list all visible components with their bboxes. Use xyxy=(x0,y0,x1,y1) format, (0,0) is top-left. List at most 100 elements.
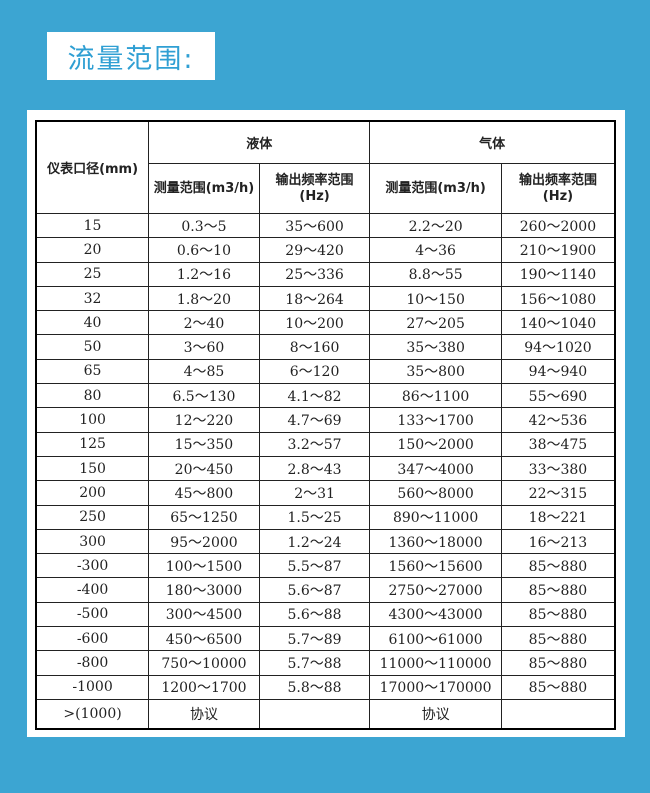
cell-diameter: 100 xyxy=(35,407,150,433)
cell-liquid-range: 协议 xyxy=(148,698,260,730)
table-row: 65 4～85 6～120 35～800 94～940 xyxy=(35,358,616,385)
cell-liquid-range: 450～6500 xyxy=(148,626,260,652)
cell-liquid-frequency: 5.6～87 xyxy=(258,577,371,603)
cell-liquid-range: 15～350 xyxy=(148,431,260,457)
cell-liquid-frequency: 1.2～24 xyxy=(258,528,371,555)
cell-liquid-frequency: 2.8～43 xyxy=(258,455,371,482)
cell-gas-frequency: 85～880 xyxy=(500,650,616,676)
header-liquid: 液体 xyxy=(148,120,371,164)
cell-liquid-frequency: 2～31 xyxy=(258,480,371,506)
cell-gas-range: 86～1100 xyxy=(369,383,502,409)
header-text: 输出频率范围 xyxy=(518,172,597,188)
cell-liquid-frequency: 5.7～89 xyxy=(258,626,371,652)
table-row: 40 2～40 10～200 27～205 140～1040 xyxy=(35,310,616,336)
cell-gas-range: 150～2000 xyxy=(369,431,502,457)
cell-liquid-range: 4～85 xyxy=(148,358,260,385)
header-liquid-output-frequency: 输出频率范围 (Hz) xyxy=(258,163,371,214)
cell-diameter: 200 xyxy=(35,480,150,506)
cell-liquid-range: 100～1500 xyxy=(148,553,260,579)
cell-liquid-range: 1.2～16 xyxy=(148,261,260,287)
cell-gas-frequency xyxy=(500,698,616,730)
cell-liquid-range: 45～800 xyxy=(148,480,260,506)
cell-liquid-frequency: 4.7～69 xyxy=(258,407,371,433)
cell-gas-range: 133～1700 xyxy=(369,407,502,433)
cell-diameter: -500 xyxy=(35,601,150,628)
cell-liquid-frequency: 18～264 xyxy=(258,285,371,312)
cell-gas-frequency: 85～880 xyxy=(500,626,616,652)
table-row: 150 20～450 2.8～43 347～4000 33～380 xyxy=(35,455,616,482)
cell-liquid-frequency: 25～336 xyxy=(258,261,371,287)
cell-gas-range: 11000～110000 xyxy=(369,650,502,676)
table-row: >(1000) 协议 协议 xyxy=(35,698,616,730)
table-row: 50 3～60 8～160 35～380 94～1020 xyxy=(35,334,616,360)
cell-gas-range: 347～4000 xyxy=(369,455,502,482)
table-row: 20 0.6～10 29～420 4～36 210～1900 xyxy=(35,237,616,263)
flow-range-table: 仪表口径(mm) 液体 气体 测量范围(m3/h) 输出频率范围 (Hz) 测量范… xyxy=(35,120,616,730)
cell-liquid-frequency: 5.8～88 xyxy=(258,674,371,700)
cell-diameter: 40 xyxy=(35,310,150,336)
cell-gas-frequency: 260～2000 xyxy=(500,212,616,239)
cell-liquid-range: 12～220 xyxy=(148,407,260,433)
cell-diameter: 50 xyxy=(35,334,150,360)
cell-gas-frequency: 85～880 xyxy=(500,674,616,700)
cell-diameter: -400 xyxy=(35,577,150,603)
cell-gas-range: 8.8～55 xyxy=(369,261,502,287)
cell-liquid-frequency: 3.2～57 xyxy=(258,431,371,457)
title-box: 流量范围: xyxy=(47,32,215,80)
header-unit: (Hz) xyxy=(542,188,574,204)
table-row: -300 100～1500 5.5～87 1560～15600 85～880 xyxy=(35,553,616,579)
table-row: 100 12～220 4.7～69 133～1700 42～536 xyxy=(35,407,616,433)
cell-gas-frequency: 94～940 xyxy=(500,358,616,385)
cell-liquid-range: 0.6～10 xyxy=(148,237,260,263)
cell-diameter: 80 xyxy=(35,383,150,409)
page-title: 流量范围: xyxy=(67,43,195,75)
cell-liquid-frequency: 6～120 xyxy=(258,358,371,385)
header-gas-output-frequency: 输出频率范围 (Hz) xyxy=(500,163,616,214)
cell-diameter: 65 xyxy=(35,358,150,385)
cell-liquid-frequency: 4.1～82 xyxy=(258,383,371,409)
cell-gas-range: 27～205 xyxy=(369,310,502,336)
cell-gas-range: 890～11000 xyxy=(369,504,502,530)
cell-gas-frequency: 85～880 xyxy=(500,601,616,628)
cell-liquid-frequency: 35～600 xyxy=(258,212,371,239)
cell-gas-range: 35～800 xyxy=(369,358,502,385)
table-row: -500 300～4500 5.6～88 4300～43000 85～880 xyxy=(35,601,616,628)
cell-gas-range: 35～380 xyxy=(369,334,502,360)
cell-liquid-range: 180～3000 xyxy=(148,577,260,603)
cell-liquid-range: 1.8～20 xyxy=(148,285,260,312)
cell-diameter: 150 xyxy=(35,455,150,482)
cell-liquid-frequency: 1.5～25 xyxy=(258,504,371,530)
cell-diameter: 32 xyxy=(35,285,150,312)
cell-diameter: -1000 xyxy=(35,674,150,700)
table-row: -600 450～6500 5.7～89 6100～61000 85～880 xyxy=(35,626,616,652)
cell-gas-range: 10～150 xyxy=(369,285,502,312)
cell-gas-range: 2.2～20 xyxy=(369,212,502,239)
cell-diameter: 25 xyxy=(35,261,150,287)
cell-gas-range: 协议 xyxy=(369,698,502,730)
cell-gas-frequency: 22～315 xyxy=(500,480,616,506)
table-row: 15 0.3～5 35～600 2.2～20 260～2000 xyxy=(35,212,616,239)
cell-liquid-range: 3～60 xyxy=(148,334,260,360)
table-row: 25 1.2～16 25～336 8.8～55 190～1140 xyxy=(35,261,616,287)
table-row: 250 65～1250 1.5～25 890～11000 18～221 xyxy=(35,504,616,530)
cell-diameter: -300 xyxy=(35,553,150,579)
cell-gas-frequency: 156～1080 xyxy=(500,285,616,312)
cell-diameter: -600 xyxy=(35,626,150,652)
cell-gas-frequency: 38～475 xyxy=(500,431,616,457)
cell-liquid-range: 20～450 xyxy=(148,455,260,482)
table-row: 80 6.5～130 4.1～82 86～1100 55～690 xyxy=(35,383,616,409)
cell-liquid-range: 1200～1700 xyxy=(148,674,260,700)
cell-gas-frequency: 210～1900 xyxy=(500,237,616,263)
cell-liquid-frequency: 29～420 xyxy=(258,237,371,263)
cell-gas-frequency: 85～880 xyxy=(500,577,616,603)
cell-liquid-range: 95～2000 xyxy=(148,528,260,555)
cell-gas-frequency: 190～1140 xyxy=(500,261,616,287)
cell-liquid-frequency: 10～200 xyxy=(258,310,371,336)
cell-liquid-frequency xyxy=(258,698,371,730)
table-row: 32 1.8～20 18～264 10～150 156～1080 xyxy=(35,285,616,312)
cell-liquid-frequency: 5.5～87 xyxy=(258,553,371,579)
header-unit: (Hz) xyxy=(299,188,330,204)
table-row: 300 95～2000 1.2～24 1360～18000 16～213 xyxy=(35,528,616,555)
cell-gas-range: 1360～18000 xyxy=(369,528,502,555)
cell-liquid-range: 0.3～5 xyxy=(148,212,260,239)
